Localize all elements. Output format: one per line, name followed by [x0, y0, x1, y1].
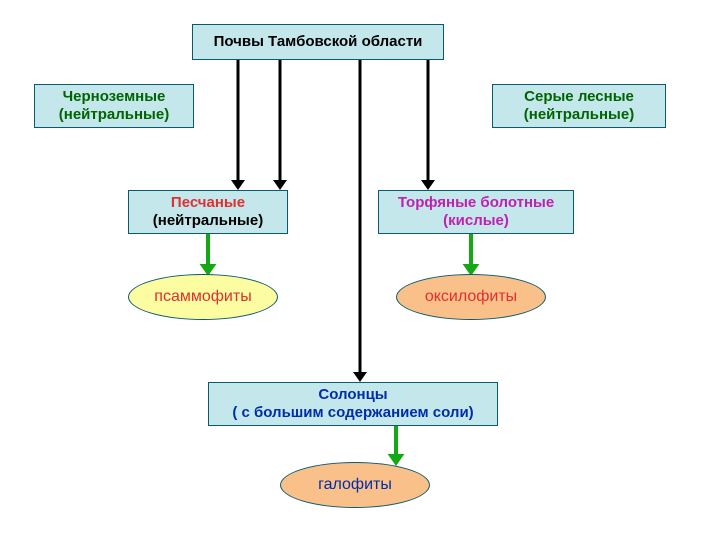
node-solonetz-label-main: Солонцы	[318, 386, 387, 404]
node-chernozem-label-sub: (нейтральные)	[59, 106, 169, 124]
arrow-0	[231, 60, 245, 190]
arrow-3	[421, 60, 435, 190]
node-grey-label-main: Серые лесные	[524, 88, 634, 106]
node-psammo-label-main: псаммофиты	[154, 288, 251, 306]
node-sand-label-main: Песчаные	[171, 194, 245, 212]
node-chernozem-label-main: Черноземные	[63, 88, 166, 106]
node-root: Почвы Тамбовской области	[192, 24, 444, 60]
arrow-2	[353, 60, 367, 382]
node-root-label-main: Почвы Тамбовской области	[214, 33, 423, 51]
arrow-1	[273, 60, 287, 190]
node-oxylo-label-main: оксилофиты	[425, 288, 517, 306]
arrow-5	[463, 234, 480, 276]
arrow-4	[200, 234, 217, 276]
node-sand: Песчаные(нейтральные)	[128, 190, 288, 234]
node-solonetz-label-sub: ( с большим содержанием соли)	[232, 404, 473, 422]
node-chernozem: Черноземные(нейтральные)	[34, 84, 194, 128]
node-grey: Серые лесные(нейтральные)	[492, 84, 666, 128]
node-psammo: псаммофиты	[128, 274, 278, 320]
node-sand-label-sub: (нейтральные)	[153, 212, 263, 230]
node-oxylo: оксилофиты	[396, 274, 546, 320]
node-solonetz: Солонцы( с большим содержанием соли)	[208, 382, 498, 426]
arrow-6	[388, 426, 405, 466]
node-peat-label-main: Торфяные болотные	[398, 194, 554, 212]
node-peat-label-sub: (кислые)	[443, 212, 509, 230]
node-grey-label-sub: (нейтральные)	[524, 106, 634, 124]
node-halo-label-main: галофиты	[318, 476, 392, 494]
node-peat: Торфяные болотные(кислые)	[378, 190, 574, 234]
connector-layer	[0, 0, 720, 540]
node-halo: галофиты	[280, 462, 430, 508]
